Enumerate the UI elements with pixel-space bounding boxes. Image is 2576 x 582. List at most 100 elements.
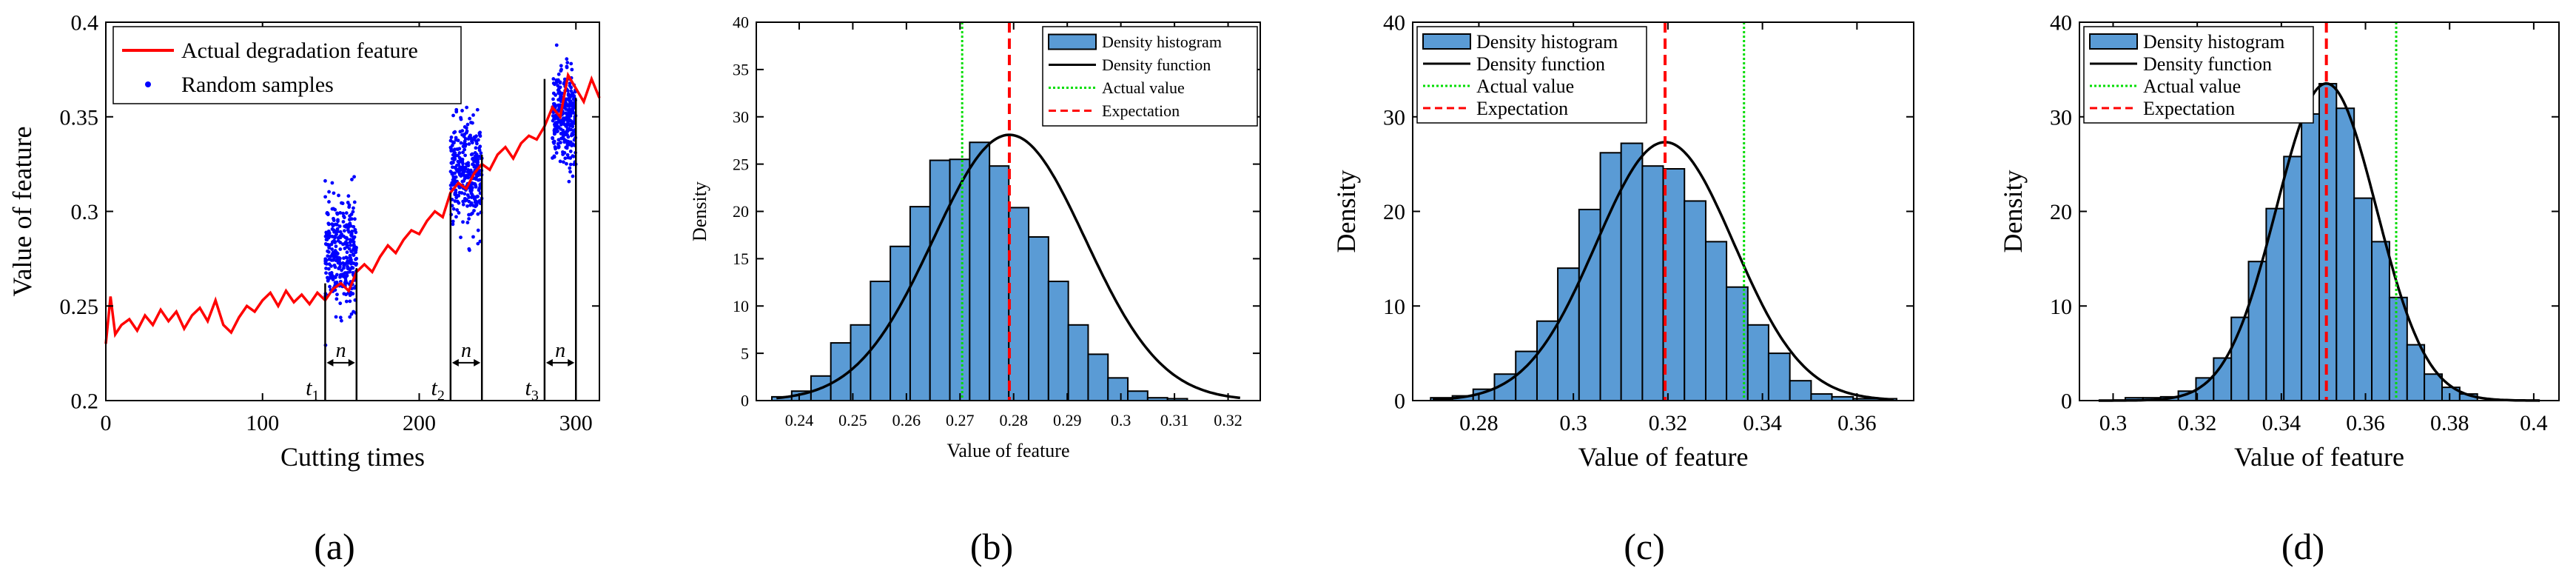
annotation-n-label: n [555, 339, 565, 362]
random-sample-point [571, 154, 575, 158]
random-sample-point [476, 158, 480, 162]
random-sample-point [340, 201, 343, 205]
random-sample-point [349, 213, 354, 216]
y-tick-label: 0.35 [60, 105, 99, 130]
histogram-bar [1067, 324, 1089, 401]
random-sample-point [451, 222, 455, 227]
random-sample-point [569, 111, 574, 116]
random-sample-point [352, 242, 356, 247]
random-sample-point [467, 142, 471, 146]
panel-label: (b) [970, 526, 1013, 567]
random-sample-point [559, 136, 563, 141]
x-axis-label: Value of feature [946, 440, 1069, 461]
panel-label: (a) [314, 526, 355, 567]
random-sample-point [463, 124, 467, 129]
random-sample-point [563, 133, 567, 137]
histogram-bar [1536, 320, 1559, 401]
random-sample-point [556, 72, 561, 76]
y-tick-label: 20 [2050, 200, 2072, 224]
random-sample-point [477, 148, 482, 153]
x-tick-label: 100 [246, 411, 279, 435]
random-sample-point [564, 116, 568, 120]
random-sample-point [562, 140, 567, 144]
random-sample-point [551, 77, 556, 81]
legend-entry: Density function [1476, 53, 1605, 75]
random-sample-point [459, 141, 463, 145]
random-sample-point [562, 160, 565, 164]
random-sample-point [327, 262, 332, 267]
annotation-arrowhead-right [474, 358, 481, 367]
y-axis-label: Density [1331, 170, 1361, 253]
random-sample-point [561, 128, 565, 133]
random-sample-point [571, 94, 575, 98]
random-sample-point [463, 139, 467, 144]
y-tick-label: 0.2 [71, 389, 99, 414]
random-sample-point [461, 202, 465, 207]
random-sample-point [334, 233, 339, 236]
random-sample-point [472, 159, 476, 164]
histogram-bar [870, 281, 892, 401]
random-sample-point [556, 138, 561, 142]
legend-entry: Actual degradation feature [181, 39, 418, 63]
random-sample-point [474, 183, 477, 187]
random-sample-point [457, 185, 462, 190]
random-sample-point [328, 284, 332, 289]
random-sample-point [338, 315, 343, 320]
random-sample-point [452, 178, 457, 183]
random-sample-point [468, 133, 472, 138]
x-tick-label: 300 [559, 411, 593, 435]
random-sample-point [340, 318, 343, 323]
random-sample-point [471, 204, 476, 208]
histogram-bar [1746, 324, 1769, 401]
random-sample-point [341, 261, 345, 265]
legend-entry: Density function [1102, 56, 1211, 74]
random-sample-point [352, 206, 355, 210]
random-sample-point [565, 61, 570, 64]
random-sample-point [565, 113, 569, 117]
x-tick-label: 0.3 [2099, 411, 2128, 435]
random-samples-cluster-1 [323, 175, 359, 347]
random-sample-point [559, 141, 562, 144]
histogram-bar [1789, 380, 1812, 401]
panel-label: (c) [1624, 526, 1665, 567]
random-sample-point [468, 170, 473, 174]
random-sample-point [559, 64, 563, 68]
random-sample-point [571, 174, 575, 178]
x-tick-label: 0.28 [1459, 411, 1499, 435]
y-tick-label: 10 [1383, 295, 1405, 319]
y-axis-label: Density [1998, 170, 2028, 253]
y-tick-label: 0 [2061, 389, 2072, 414]
random-sample-point [559, 67, 563, 72]
random-sample-point [352, 261, 356, 266]
y-axis-label: Density [689, 181, 710, 241]
random-sample-point [337, 258, 341, 263]
random-sample-point [454, 107, 459, 112]
random-sample-point [564, 145, 568, 150]
random-sample-point [571, 104, 576, 108]
random-sample-point [474, 195, 478, 199]
random-sample-point [457, 201, 461, 205]
x-axis-label: Value of feature [2234, 442, 2404, 472]
random-sample-point [350, 230, 354, 233]
random-sample-point [347, 222, 352, 227]
y-tick-label: 10 [733, 297, 749, 315]
annotation-t-label: t1 [306, 375, 319, 404]
random-sample-point [466, 137, 471, 141]
legend-entry: Density function [2143, 53, 2272, 75]
random-sample-point [461, 150, 465, 155]
random-sample-point [565, 65, 569, 70]
random-sample-point [457, 193, 461, 198]
random-sample-point [323, 178, 327, 183]
random-sample-point [556, 87, 561, 91]
histogram-bar [1620, 142, 1644, 402]
random-sample-point [474, 203, 479, 207]
random-sample-point [344, 240, 348, 244]
x-tick-label: 0.32 [1649, 411, 1688, 435]
y-tick-label: 30 [2050, 105, 2072, 130]
random-sample-point [346, 267, 351, 271]
random-sample-point [352, 247, 356, 251]
random-sample-point [337, 224, 342, 228]
random-sample-point [477, 188, 481, 193]
random-sample-point [334, 315, 338, 319]
random-sample-point [554, 93, 558, 97]
